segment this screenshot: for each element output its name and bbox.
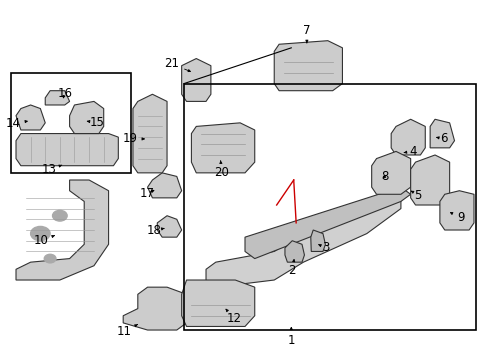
Polygon shape bbox=[274, 41, 343, 91]
Text: 12: 12 bbox=[226, 309, 242, 325]
Polygon shape bbox=[157, 216, 182, 237]
Polygon shape bbox=[123, 287, 187, 330]
Text: 5: 5 bbox=[412, 189, 422, 202]
Bar bbox=[11, 73, 130, 173]
Polygon shape bbox=[372, 152, 411, 194]
Polygon shape bbox=[133, 94, 167, 173]
Polygon shape bbox=[45, 91, 70, 105]
Text: 3: 3 bbox=[319, 241, 329, 255]
Polygon shape bbox=[182, 59, 211, 102]
Text: 15: 15 bbox=[87, 116, 105, 129]
Text: 1: 1 bbox=[288, 327, 295, 347]
Text: 9: 9 bbox=[450, 211, 465, 224]
Text: 4: 4 bbox=[404, 145, 417, 158]
Text: 10: 10 bbox=[34, 234, 54, 247]
Polygon shape bbox=[16, 180, 109, 280]
Polygon shape bbox=[311, 230, 325, 251]
Text: 19: 19 bbox=[123, 132, 144, 145]
Circle shape bbox=[30, 226, 50, 241]
Text: 21: 21 bbox=[164, 57, 191, 72]
Text: 11: 11 bbox=[117, 325, 137, 338]
Polygon shape bbox=[411, 155, 450, 205]
Text: 8: 8 bbox=[381, 170, 389, 183]
Circle shape bbox=[52, 210, 67, 221]
Text: 16: 16 bbox=[57, 87, 72, 100]
Polygon shape bbox=[192, 123, 255, 173]
Polygon shape bbox=[391, 119, 425, 155]
Polygon shape bbox=[70, 102, 104, 134]
Text: 20: 20 bbox=[214, 161, 229, 179]
Polygon shape bbox=[182, 280, 255, 327]
Text: 17: 17 bbox=[140, 187, 155, 200]
Polygon shape bbox=[147, 173, 182, 198]
Polygon shape bbox=[206, 194, 401, 287]
Text: 7: 7 bbox=[303, 24, 311, 43]
Text: 2: 2 bbox=[289, 260, 296, 277]
Polygon shape bbox=[16, 134, 118, 166]
Bar bbox=[184, 84, 476, 330]
Text: 13: 13 bbox=[42, 163, 62, 176]
Text: 6: 6 bbox=[437, 132, 447, 145]
Text: 14: 14 bbox=[6, 117, 27, 130]
Polygon shape bbox=[16, 105, 45, 130]
Polygon shape bbox=[440, 191, 474, 230]
Polygon shape bbox=[430, 119, 455, 148]
Circle shape bbox=[44, 254, 56, 263]
Text: 18: 18 bbox=[147, 224, 164, 237]
Polygon shape bbox=[285, 241, 304, 262]
Polygon shape bbox=[245, 187, 411, 258]
